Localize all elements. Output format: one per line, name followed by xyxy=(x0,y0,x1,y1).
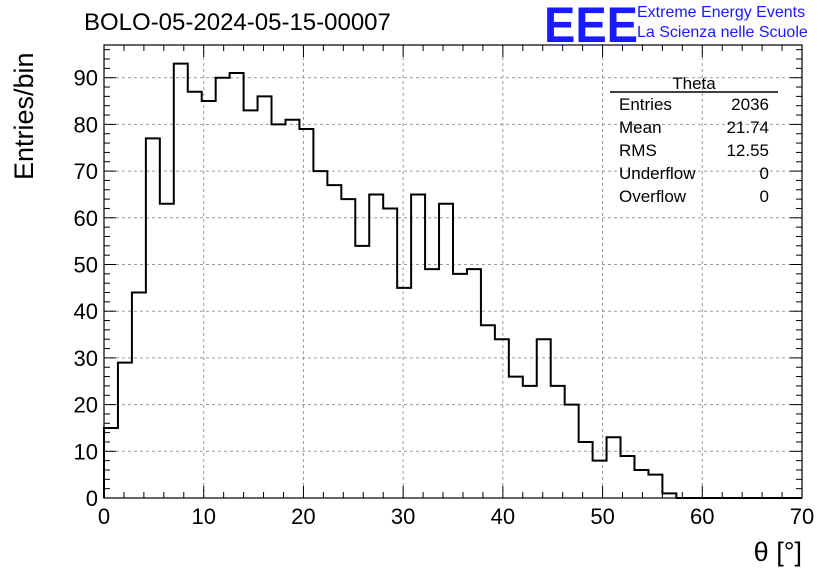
histogram-bin xyxy=(174,64,188,498)
eee-logo-text: EEE xyxy=(544,2,638,48)
histogram-bin xyxy=(313,171,327,498)
stats-label: Underflow xyxy=(619,164,696,183)
tick-labels: 0 10 20 30 40 50 60 70 0 10 20 30 40 50 60 70 80 90 xyxy=(74,66,815,529)
logo-line-1: Extreme Energy Events xyxy=(637,4,806,21)
histogram-bin xyxy=(369,194,383,498)
histogram-bin xyxy=(104,428,118,498)
histogram-bin xyxy=(495,339,509,498)
histogram-bin xyxy=(132,293,146,498)
histogram-bin xyxy=(299,129,313,498)
histogram-bin xyxy=(593,461,607,498)
plot-frame xyxy=(103,44,803,499)
y-tick-label: 30 xyxy=(74,346,98,371)
stats-value: 0 xyxy=(760,164,769,183)
histogram-bin xyxy=(397,288,411,498)
histogram-bin xyxy=(285,120,299,498)
chart-title: BOLO-05-2024-05-15-00007 xyxy=(84,9,391,36)
axes xyxy=(103,44,803,499)
x-tick-label: 20 xyxy=(291,504,315,529)
stats-value: 21.74 xyxy=(726,118,769,137)
y-tick-label: 90 xyxy=(74,66,98,91)
histogram-bin xyxy=(467,269,481,498)
histogram-bin xyxy=(146,138,160,498)
histogram-bin xyxy=(607,437,621,498)
y-tick-label: 50 xyxy=(74,252,98,277)
histogram-bin xyxy=(411,194,425,498)
histogram-bin xyxy=(523,386,537,498)
y-tick-label: 20 xyxy=(74,393,98,418)
histogram-bin xyxy=(188,92,202,498)
histogram-bin xyxy=(648,475,662,498)
x-tick-label: 70 xyxy=(790,504,814,529)
eee-logo-mark: EEE xyxy=(544,2,638,48)
stats-value: 12.55 xyxy=(726,141,769,160)
histogram-bin xyxy=(439,204,453,498)
histogram-bin xyxy=(355,246,369,498)
x-tick-label: 60 xyxy=(690,504,714,529)
x-tick-label: 30 xyxy=(391,504,415,529)
y-tick-label: 80 xyxy=(74,112,98,137)
stats-value: 2036 xyxy=(731,95,769,114)
histogram-bin xyxy=(509,377,523,498)
stats-label: Mean xyxy=(619,118,662,137)
y-tick-label: 10 xyxy=(74,439,98,464)
stats-label: Entries xyxy=(619,95,672,114)
stats-title: Theta xyxy=(672,74,716,93)
histogram-bin xyxy=(551,386,565,498)
histogram-bin xyxy=(481,325,495,498)
y-tick-label: 60 xyxy=(74,206,98,231)
histogram-bin xyxy=(425,269,439,498)
histogram-bin xyxy=(244,110,258,498)
histogram-bin xyxy=(579,442,593,498)
stats-label: Overflow xyxy=(619,187,687,206)
x-tick-label: 10 xyxy=(191,504,215,529)
y-tick-label: 0 xyxy=(86,486,98,511)
x-axis-label: θ [°] xyxy=(754,537,802,567)
histogram-bin xyxy=(634,470,648,498)
histogram-bars xyxy=(103,62,802,499)
stats-value: 0 xyxy=(760,187,769,206)
histogram-bin xyxy=(453,274,467,498)
histogram-bin xyxy=(230,73,244,498)
histogram-bin xyxy=(537,339,551,498)
x-tick-label: 40 xyxy=(491,504,515,529)
histogram-bin xyxy=(216,78,230,498)
logo-line-2: La Scienza nelle Scuole xyxy=(637,24,808,41)
stats-label: RMS xyxy=(619,141,657,160)
y-tick-label: 70 xyxy=(74,159,98,184)
histogram-outline xyxy=(103,62,802,499)
histogram-bin xyxy=(258,96,272,498)
histogram-bin xyxy=(160,204,174,498)
histogram-bin xyxy=(118,363,132,498)
histogram-bin xyxy=(341,199,355,498)
histogram-bin xyxy=(621,456,635,498)
y-tick-label: 40 xyxy=(74,299,98,324)
x-tick-label: 0 xyxy=(98,504,110,529)
x-tick-label: 50 xyxy=(590,504,614,529)
y-axis-label: Entries/bin xyxy=(9,52,39,180)
histogram-bin xyxy=(383,208,397,498)
